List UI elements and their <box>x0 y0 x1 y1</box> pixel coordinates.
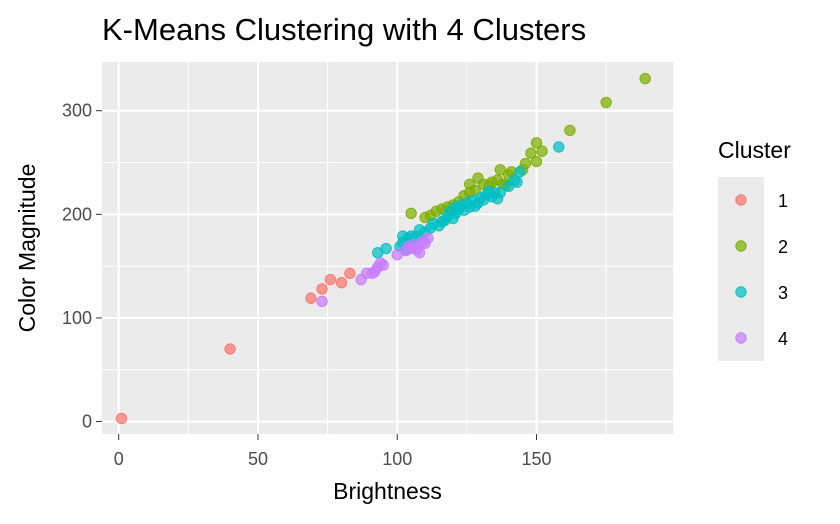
x-tick-label: 100 <box>382 449 412 469</box>
legend-items: 1 2 3 4 <box>735 191 788 349</box>
legend-key-background <box>718 177 764 361</box>
point-cluster-4 <box>422 232 434 244</box>
point-cluster-2 <box>519 157 532 170</box>
legend-label-3: 3 <box>778 283 788 303</box>
point-cluster-2 <box>405 207 417 219</box>
point-cluster-4 <box>413 246 426 259</box>
point-cluster-2 <box>600 96 612 109</box>
legend-key-4 <box>735 332 747 344</box>
x-tick-label: 0 <box>114 449 124 469</box>
point-cluster-2 <box>494 164 507 176</box>
point-cluster-2 <box>530 155 543 168</box>
legend-key-1 <box>735 194 747 206</box>
y-tick-label: 200 <box>62 204 92 224</box>
data-points <box>115 72 651 425</box>
point-cluster-3 <box>494 186 507 199</box>
point-cluster-2 <box>525 147 537 159</box>
legend-key-3 <box>735 286 747 298</box>
x-tick-label: 150 <box>521 449 551 469</box>
legend-label-2: 2 <box>778 237 788 257</box>
chart-title: K-Means Clustering with 4 Clusters <box>102 12 586 47</box>
point-cluster-3 <box>511 176 523 188</box>
point-cluster-2 <box>530 137 543 149</box>
point-cluster-1 <box>344 267 356 280</box>
x-axis-ticks: 0 50 100 150 <box>114 434 552 469</box>
point-cluster-1 <box>324 273 337 286</box>
point-cluster-3 <box>380 242 392 255</box>
legend-key-2 <box>735 240 747 252</box>
point-cluster-2 <box>564 124 576 137</box>
point-cluster-4 <box>377 259 390 271</box>
y-tick-label: 0 <box>82 412 92 432</box>
y-tick-label: 100 <box>62 308 92 328</box>
legend-label-1: 1 <box>778 191 788 211</box>
x-axis-label: Brightness <box>333 478 442 504</box>
point-cluster-3 <box>514 166 526 178</box>
point-cluster-3 <box>553 141 565 153</box>
point-cluster-2 <box>639 72 651 85</box>
x-tick-label: 50 <box>248 449 268 469</box>
point-cluster-4 <box>316 295 328 308</box>
point-cluster-1 <box>335 277 348 289</box>
point-cluster-1 <box>115 412 128 425</box>
y-tick-label: 300 <box>62 101 92 121</box>
point-cluster-2 <box>536 145 548 157</box>
legend: Cluster 1 2 3 4 <box>718 137 791 361</box>
legend-title: Cluster <box>718 137 791 163</box>
point-cluster-1 <box>316 283 328 295</box>
y-axis-label: Color Magnitude <box>14 164 40 333</box>
point-cluster-1 <box>224 343 236 355</box>
y-axis-ticks: 0 100 200 300 <box>62 101 102 432</box>
point-cluster-1 <box>305 292 317 304</box>
legend-label-4: 4 <box>778 329 788 349</box>
